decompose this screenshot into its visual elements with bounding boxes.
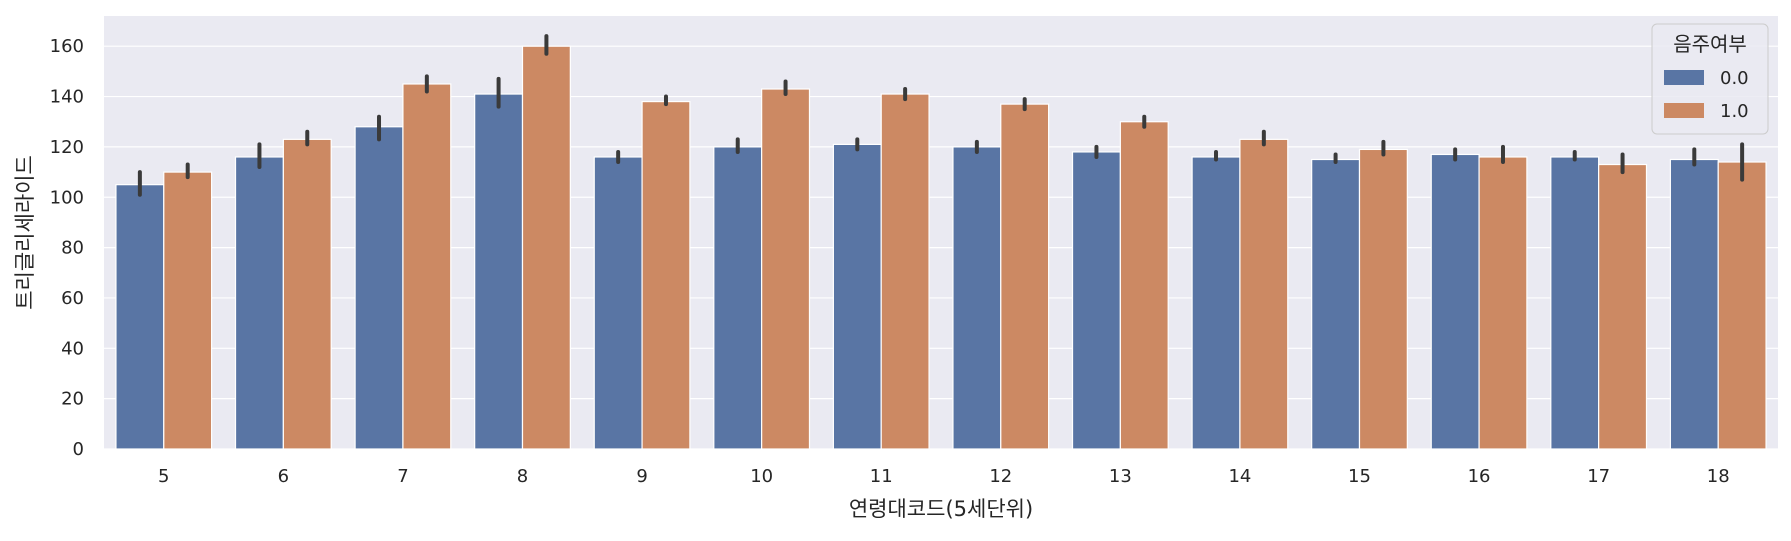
legend-label-0: 0.0 [1720,68,1749,89]
x-tick-label: 18 [1707,466,1730,487]
bar [1598,163,1648,450]
x-tick-label: 15 [1348,466,1371,487]
x-tick-label: 10 [750,466,773,487]
bar [832,143,882,450]
y-tick-label: 0 [73,439,84,460]
x-tick-label: 5 [158,466,169,487]
bar [593,156,643,450]
y-tick-label: 40 [61,338,84,359]
y-tick-label: 140 [50,87,84,108]
bar [1311,158,1361,450]
bar [354,126,404,450]
y-tick-label: 100 [50,187,84,208]
x-tick-label: 8 [517,466,528,487]
x-tick-label: 17 [1587,466,1610,487]
bar [1717,161,1767,450]
bar [1478,156,1528,450]
bar [115,184,165,450]
bar [402,83,452,450]
x-ticks: 5 6 7 8 9 10 11 12 13 14 15 16 17 18 [158,466,1730,487]
x-tick-label: 16 [1468,466,1491,487]
bar [1669,158,1719,450]
bar [1191,156,1241,450]
y-tick-label: 120 [50,137,84,158]
legend-swatch-1 [1664,103,1704,118]
error-bars [137,34,1745,197]
bar [761,88,811,450]
y-tick-label: 20 [61,389,84,410]
bar [713,146,763,450]
legend-title: 음주여부 [1673,32,1747,56]
bars [115,45,1767,450]
x-axis-label: 연령대코드(5세단위) [849,497,1033,521]
x-tick-label: 14 [1228,466,1251,487]
x-tick-label: 9 [636,466,647,487]
x-tick-label: 6 [278,466,289,487]
bar [1358,148,1408,450]
x-tick-label: 13 [1109,466,1132,487]
bar [1239,138,1289,450]
bar [1550,156,1600,450]
bar [1071,151,1121,450]
bar [282,138,332,450]
y-axis-label: 트리글리세라이드 [13,155,37,310]
legend: 음주여부 0.0 1.0 [1651,23,1769,135]
bar [880,93,930,450]
bar [521,45,571,450]
bar [952,146,1002,450]
bar [1000,103,1050,450]
x-tick-label: 12 [989,466,1012,487]
bar [234,156,284,450]
bar [641,100,691,450]
y-tick-label: 60 [61,288,84,309]
bar [1430,153,1480,450]
bar [474,93,524,450]
x-tick-label: 11 [870,466,893,487]
legend-label-1: 1.0 [1720,101,1749,122]
bar [163,171,213,450]
bar [1119,121,1169,450]
y-tick-label: 160 [50,36,84,57]
x-tick-label: 7 [397,466,408,487]
y-tick-label: 80 [61,238,84,259]
y-ticks: 0 20 40 60 80 100 120 140 160 [50,36,84,460]
legend-swatch-0 [1664,70,1704,85]
